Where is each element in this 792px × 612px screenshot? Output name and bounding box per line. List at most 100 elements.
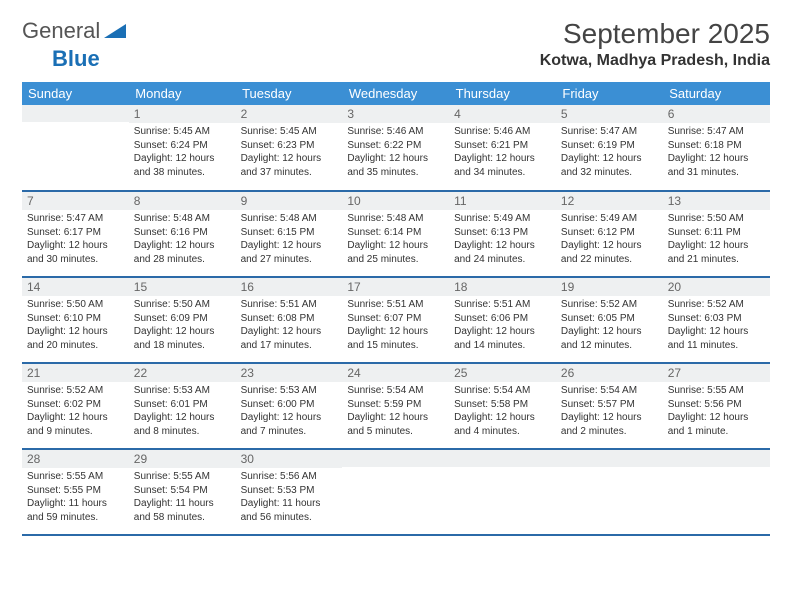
day-number: 3 (342, 105, 449, 123)
day-data: Sunrise: 5:46 AMSunset: 6:22 PMDaylight:… (342, 123, 449, 181)
day-number: 2 (236, 105, 343, 123)
calendar-day-cell: 30Sunrise: 5:56 AMSunset: 5:53 PMDayligh… (236, 449, 343, 535)
day-number: 11 (449, 192, 556, 210)
calendar-day-cell: 23Sunrise: 5:53 AMSunset: 6:00 PMDayligh… (236, 363, 343, 449)
calendar-day-cell (556, 449, 663, 535)
day-number: 22 (129, 364, 236, 382)
day-data: Sunrise: 5:53 AMSunset: 6:00 PMDaylight:… (236, 382, 343, 440)
sunset: Sunset: 6:11 PM (668, 226, 765, 240)
daylight: Daylight: 11 hours and 59 minutes. (27, 497, 124, 524)
day-number (663, 450, 770, 467)
daylight: Daylight: 12 hours and 9 minutes. (27, 411, 124, 438)
sunset: Sunset: 5:55 PM (27, 484, 124, 498)
calendar-day-cell: 25Sunrise: 5:54 AMSunset: 5:58 PMDayligh… (449, 363, 556, 449)
sunrise: Sunrise: 5:54 AM (454, 384, 551, 398)
calendar-day-cell (663, 449, 770, 535)
sunrise: Sunrise: 5:53 AM (134, 384, 231, 398)
day-number: 19 (556, 278, 663, 296)
day-data: Sunrise: 5:56 AMSunset: 5:53 PMDaylight:… (236, 468, 343, 526)
day-number: 18 (449, 278, 556, 296)
sunset: Sunset: 6:00 PM (241, 398, 338, 412)
daylight: Daylight: 11 hours and 56 minutes. (241, 497, 338, 524)
day-number: 20 (663, 278, 770, 296)
day-number (556, 450, 663, 467)
daylight: Daylight: 12 hours and 8 minutes. (134, 411, 231, 438)
sunrise: Sunrise: 5:45 AM (134, 125, 231, 139)
sunset: Sunset: 5:54 PM (134, 484, 231, 498)
day-data: Sunrise: 5:47 AMSunset: 6:17 PMDaylight:… (22, 210, 129, 268)
calendar-day-cell: 7Sunrise: 5:47 AMSunset: 6:17 PMDaylight… (22, 191, 129, 277)
sunrise: Sunrise: 5:47 AM (668, 125, 765, 139)
sunrise: Sunrise: 5:52 AM (27, 384, 124, 398)
sunset: Sunset: 6:03 PM (668, 312, 765, 326)
calendar-day-cell: 21Sunrise: 5:52 AMSunset: 6:02 PMDayligh… (22, 363, 129, 449)
daylight: Daylight: 12 hours and 21 minutes. (668, 239, 765, 266)
day-data: Sunrise: 5:54 AMSunset: 5:58 PMDaylight:… (449, 382, 556, 440)
daylight: Daylight: 12 hours and 15 minutes. (347, 325, 444, 352)
daylight: Daylight: 12 hours and 34 minutes. (454, 152, 551, 179)
day-number: 5 (556, 105, 663, 123)
day-data: Sunrise: 5:53 AMSunset: 6:01 PMDaylight:… (129, 382, 236, 440)
calendar-week-row: 21Sunrise: 5:52 AMSunset: 6:02 PMDayligh… (22, 363, 770, 449)
sunset: Sunset: 6:12 PM (561, 226, 658, 240)
calendar-day-cell: 13Sunrise: 5:50 AMSunset: 6:11 PMDayligh… (663, 191, 770, 277)
daylight: Daylight: 12 hours and 35 minutes. (347, 152, 444, 179)
sunrise: Sunrise: 5:52 AM (668, 298, 765, 312)
weekday-header: Friday (556, 82, 663, 105)
calendar-table: Sunday Monday Tuesday Wednesday Thursday… (22, 82, 770, 536)
weekday-header: Sunday (22, 82, 129, 105)
sunset: Sunset: 6:15 PM (241, 226, 338, 240)
daylight: Daylight: 12 hours and 32 minutes. (561, 152, 658, 179)
day-data: Sunrise: 5:55 AMSunset: 5:56 PMDaylight:… (663, 382, 770, 440)
day-number: 4 (449, 105, 556, 123)
sunset: Sunset: 6:19 PM (561, 139, 658, 153)
daylight: Daylight: 12 hours and 1 minute. (668, 411, 765, 438)
calendar-day-cell: 16Sunrise: 5:51 AMSunset: 6:08 PMDayligh… (236, 277, 343, 363)
sunset: Sunset: 6:16 PM (134, 226, 231, 240)
daylight: Daylight: 12 hours and 14 minutes. (454, 325, 551, 352)
day-data: Sunrise: 5:52 AMSunset: 6:05 PMDaylight:… (556, 296, 663, 354)
calendar-day-cell: 4Sunrise: 5:46 AMSunset: 6:21 PMDaylight… (449, 105, 556, 191)
calendar-week-row: 7Sunrise: 5:47 AMSunset: 6:17 PMDaylight… (22, 191, 770, 277)
sunrise: Sunrise: 5:48 AM (347, 212, 444, 226)
sunrise: Sunrise: 5:48 AM (134, 212, 231, 226)
sunset: Sunset: 6:05 PM (561, 312, 658, 326)
day-data: Sunrise: 5:51 AMSunset: 6:07 PMDaylight:… (342, 296, 449, 354)
calendar-day-cell: 9Sunrise: 5:48 AMSunset: 6:15 PMDaylight… (236, 191, 343, 277)
weekday-header: Thursday (449, 82, 556, 105)
daylight: Daylight: 12 hours and 30 minutes. (27, 239, 124, 266)
sunrise: Sunrise: 5:54 AM (561, 384, 658, 398)
calendar-day-cell: 29Sunrise: 5:55 AMSunset: 5:54 PMDayligh… (129, 449, 236, 535)
day-data: Sunrise: 5:50 AMSunset: 6:10 PMDaylight:… (22, 296, 129, 354)
sunrise: Sunrise: 5:55 AM (27, 470, 124, 484)
daylight: Daylight: 12 hours and 27 minutes. (241, 239, 338, 266)
daylight: Daylight: 12 hours and 17 minutes. (241, 325, 338, 352)
calendar-day-cell: 24Sunrise: 5:54 AMSunset: 5:59 PMDayligh… (342, 363, 449, 449)
day-data: Sunrise: 5:54 AMSunset: 5:57 PMDaylight:… (556, 382, 663, 440)
day-number: 7 (22, 192, 129, 210)
day-data: Sunrise: 5:47 AMSunset: 6:18 PMDaylight:… (663, 123, 770, 181)
sunset: Sunset: 6:24 PM (134, 139, 231, 153)
day-data: Sunrise: 5:49 AMSunset: 6:12 PMDaylight:… (556, 210, 663, 268)
day-data: Sunrise: 5:54 AMSunset: 5:59 PMDaylight:… (342, 382, 449, 440)
sunrise: Sunrise: 5:53 AM (241, 384, 338, 398)
calendar-day-cell: 14Sunrise: 5:50 AMSunset: 6:10 PMDayligh… (22, 277, 129, 363)
sunrise: Sunrise: 5:50 AM (27, 298, 124, 312)
day-data: Sunrise: 5:45 AMSunset: 6:23 PMDaylight:… (236, 123, 343, 181)
logo: General (22, 18, 128, 44)
calendar-day-cell: 18Sunrise: 5:51 AMSunset: 6:06 PMDayligh… (449, 277, 556, 363)
daylight: Daylight: 12 hours and 38 minutes. (134, 152, 231, 179)
weekday-header: Wednesday (342, 82, 449, 105)
day-number: 28 (22, 450, 129, 468)
calendar-day-cell: 20Sunrise: 5:52 AMSunset: 6:03 PMDayligh… (663, 277, 770, 363)
day-number (22, 105, 129, 122)
day-data: Sunrise: 5:51 AMSunset: 6:06 PMDaylight:… (449, 296, 556, 354)
sunrise: Sunrise: 5:46 AM (347, 125, 444, 139)
sunrise: Sunrise: 5:50 AM (134, 298, 231, 312)
daylight: Daylight: 12 hours and 5 minutes. (347, 411, 444, 438)
sunrise: Sunrise: 5:46 AM (454, 125, 551, 139)
daylight: Daylight: 12 hours and 2 minutes. (561, 411, 658, 438)
calendar-day-cell: 12Sunrise: 5:49 AMSunset: 6:12 PMDayligh… (556, 191, 663, 277)
sunset: Sunset: 6:17 PM (27, 226, 124, 240)
sunrise: Sunrise: 5:51 AM (241, 298, 338, 312)
